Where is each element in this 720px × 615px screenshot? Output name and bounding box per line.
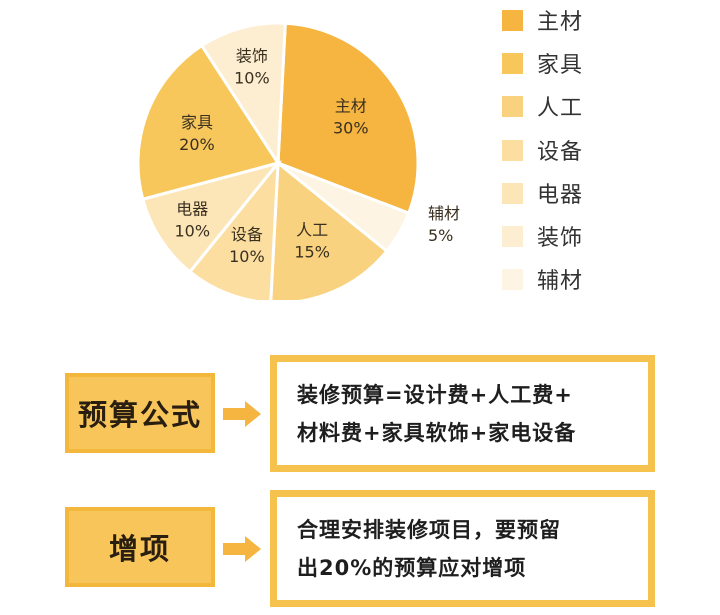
legend-swatch	[502, 182, 523, 204]
legend-swatch	[502, 52, 523, 74]
legend-label: 装饰	[537, 226, 584, 251]
legend-item-equipment: 设备	[502, 135, 583, 165]
formula-tag: 预算公式	[65, 373, 215, 453]
slice-value-label: 5%	[428, 226, 453, 245]
legend-label: 电器	[537, 183, 584, 208]
slice-value-label: 10%	[175, 222, 211, 241]
legend-item-appliances: 电器	[502, 178, 583, 208]
extra-line: 出20%的预算应对增项	[297, 556, 527, 580]
formula-line: 装修预算=设计费+人工费+	[297, 383, 573, 407]
slice-label: 家具	[181, 113, 213, 132]
arrow-right-icon	[223, 536, 261, 562]
legend-item-labor: 人工	[502, 91, 583, 121]
slice-label: 设备	[231, 225, 263, 244]
formula-line: 材料费+家具软饰+家电设备	[297, 421, 577, 445]
legend-item-main-material: 主材	[502, 5, 583, 35]
pie-slice	[136, 43, 281, 202]
extra-line: 合理安排装修项目，要预留	[297, 518, 561, 542]
slice-value-label: 15%	[294, 243, 330, 262]
legend-label: 家具	[537, 53, 584, 78]
legend-swatch	[502, 95, 523, 117]
slice-value-label: 30%	[333, 119, 369, 138]
legend-label: 主材	[537, 10, 584, 35]
legend-label: 设备	[537, 140, 584, 165]
slice-value-label: 10%	[234, 69, 270, 88]
legend-item-furniture: 家具	[502, 48, 583, 78]
arrow-right-icon	[223, 401, 261, 427]
formula-box: 装修预算=设计费+人工费+ 材料费+家具软饰+家电设备	[270, 355, 655, 472]
legend-swatch	[502, 9, 523, 31]
legend-swatch	[502, 225, 523, 247]
legend-swatch	[502, 268, 523, 290]
slice-label: 装饰	[236, 47, 268, 66]
legend-item-auxiliary: 辅材	[502, 264, 583, 294]
slice-label: 主材	[335, 97, 367, 116]
legend-item-decoration: 装饰	[502, 221, 583, 251]
pie-slice	[187, 158, 280, 300]
slice-label: 辅材	[428, 204, 460, 223]
extra-tag: 增项	[65, 507, 215, 587]
legend-swatch	[502, 139, 523, 161]
slice-label: 人工	[296, 221, 328, 240]
slice-label: 电器	[176, 200, 208, 219]
pie-slice	[199, 21, 287, 168]
pie-chart: 主材 30% 辅材 5% 人工 15% 设备 10% 电器 10% 家具 20% 装饰 10%	[136, 21, 460, 300]
extra-box: 合理安排装修项目，要预留 出20%的预算应对增项	[270, 490, 655, 607]
legend-label: 辅材	[537, 269, 584, 294]
slice-value-label: 10%	[229, 247, 265, 266]
pie-slice	[269, 159, 389, 300]
slice-value-label: 20%	[179, 135, 215, 154]
legend-label: 人工	[537, 96, 584, 121]
pie-slice	[276, 21, 420, 216]
